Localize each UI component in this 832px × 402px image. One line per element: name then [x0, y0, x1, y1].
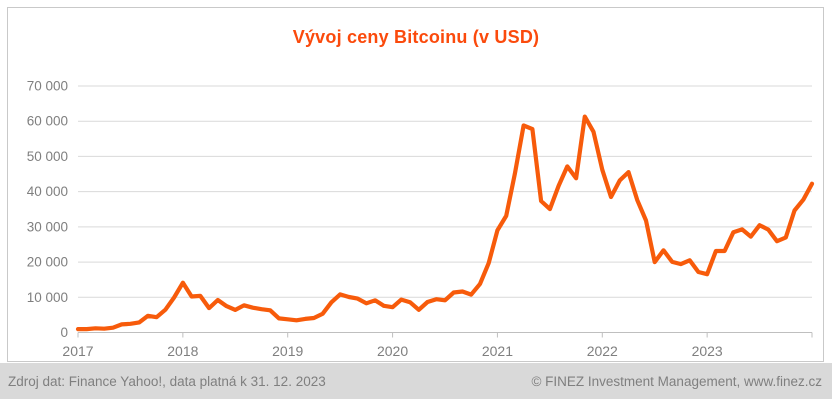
x-tick-label: 2018	[167, 343, 198, 359]
y-tick-label: 40 000	[27, 184, 68, 199]
chart-frame	[7, 7, 824, 362]
price-line-plot: 0 10 000 20 000 30 000 40 000 50 000 60 000 70 …	[27, 79, 815, 359]
y-tick-label: 70 000	[27, 79, 68, 94]
y-tick-label: 10 000	[27, 290, 68, 305]
x-tick-label: 2022	[587, 343, 618, 359]
chart-title: Vývoj ceny Bitcoinu (v USD)	[292, 27, 540, 47]
y-tick-label: 30 000	[27, 219, 68, 234]
x-tick-label: 2019	[272, 343, 303, 359]
x-tick-label: 2023	[692, 343, 723, 359]
y-tick-label: 0	[60, 325, 68, 340]
price-line	[75, 114, 815, 332]
y-tick-label: 60 000	[27, 114, 68, 129]
copyright-note: © FINEZ Investment Management, www.finez…	[531, 373, 822, 389]
y-tick-label: 20 000	[27, 255, 68, 270]
y-tick-label: 50 000	[27, 149, 68, 164]
data-source-note: Zdroj dat: Finance Yahoo!, data platná k…	[8, 373, 326, 389]
x-tick-label: 2020	[377, 343, 408, 359]
x-tick-label: 2017	[62, 343, 93, 359]
footer-band: Zdroj dat: Finance Yahoo!, data platná k…	[0, 363, 832, 399]
x-tick-label: 2021	[482, 343, 513, 359]
